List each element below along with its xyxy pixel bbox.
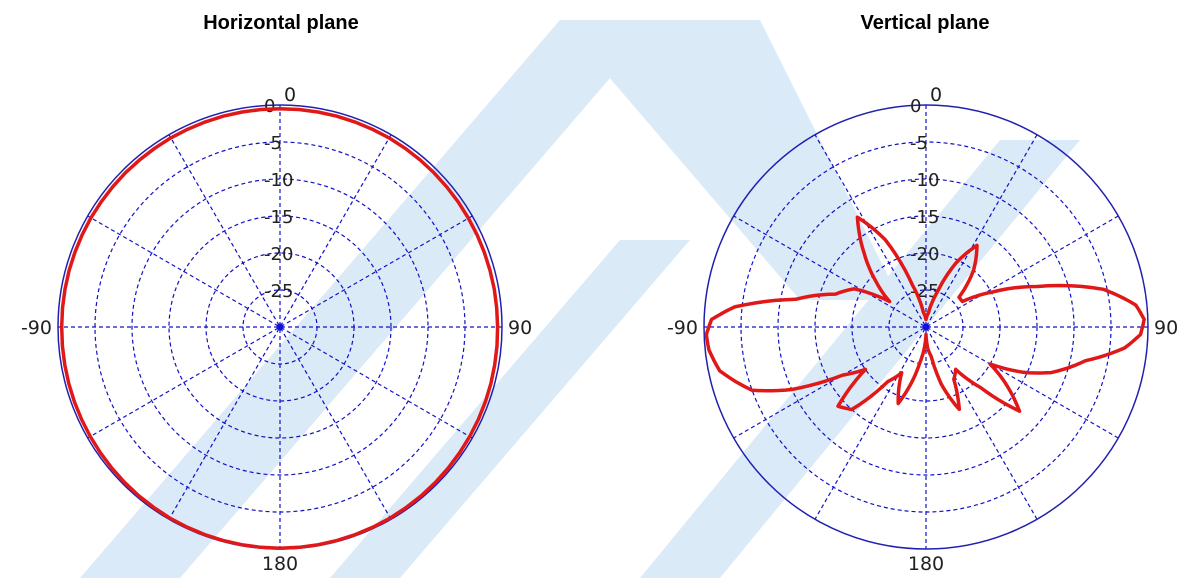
vertical-grid-spoke xyxy=(733,215,1119,439)
horizontal-ring-label: -20 xyxy=(264,244,293,265)
vertical-angle-label: 180 xyxy=(908,553,944,575)
vertical-center-dot xyxy=(922,323,930,331)
vertical-ring-label: -20 xyxy=(910,244,939,265)
horizontal-grid-spoke xyxy=(168,134,392,520)
horizontal-grid-spoke xyxy=(87,215,473,439)
vertical-ring-label: -15 xyxy=(910,207,939,228)
horizontal-ring-label: -15 xyxy=(264,207,293,228)
vertical-angle-label: -90 xyxy=(667,317,698,339)
horizontal-angle-label: 90 xyxy=(508,317,532,339)
vertical-outer-circle xyxy=(703,104,1149,550)
horizontal-ring-label: 0 xyxy=(264,96,275,117)
vertical-grid-spoke xyxy=(814,134,1038,520)
horizontal-ring-label: -5 xyxy=(264,133,282,154)
horizontal-grid-spoke xyxy=(168,134,392,520)
horizontal-plane-title: Horizontal plane xyxy=(203,12,359,34)
horizontal-ring-label: -25 xyxy=(264,281,293,302)
vertical-grid-spoke xyxy=(814,134,1038,520)
vertical-ring-label: 0 xyxy=(910,96,921,117)
horizontal-angle-label: -90 xyxy=(21,317,52,339)
vertical-ring-label: -5 xyxy=(910,133,928,154)
vertical-angle-label: 90 xyxy=(1154,317,1178,339)
vertical-grid-ring xyxy=(814,215,1038,439)
vertical-grid-spoke xyxy=(733,215,1119,439)
horizontal-angle-label: 180 xyxy=(262,553,298,575)
horizontal-ring-label: -10 xyxy=(264,170,293,191)
vertical-ring-label: -10 xyxy=(910,170,939,191)
horizontal-angle-label: 0 xyxy=(284,84,296,106)
horizontal-pattern-trace xyxy=(59,106,500,551)
horizontal-plane-plot: 0 -5 -10 -15 -20 -25 0 90 180 -90 xyxy=(21,84,532,575)
vertical-angle-label: 0 xyxy=(930,84,942,106)
horizontal-grid-spoke xyxy=(87,215,473,439)
horizontal-grid-ring xyxy=(168,215,392,439)
vertical-pattern-trace xyxy=(704,215,1146,413)
horizontal-center-dot xyxy=(276,323,284,331)
vertical-plane-title: Vertical plane xyxy=(860,12,990,34)
